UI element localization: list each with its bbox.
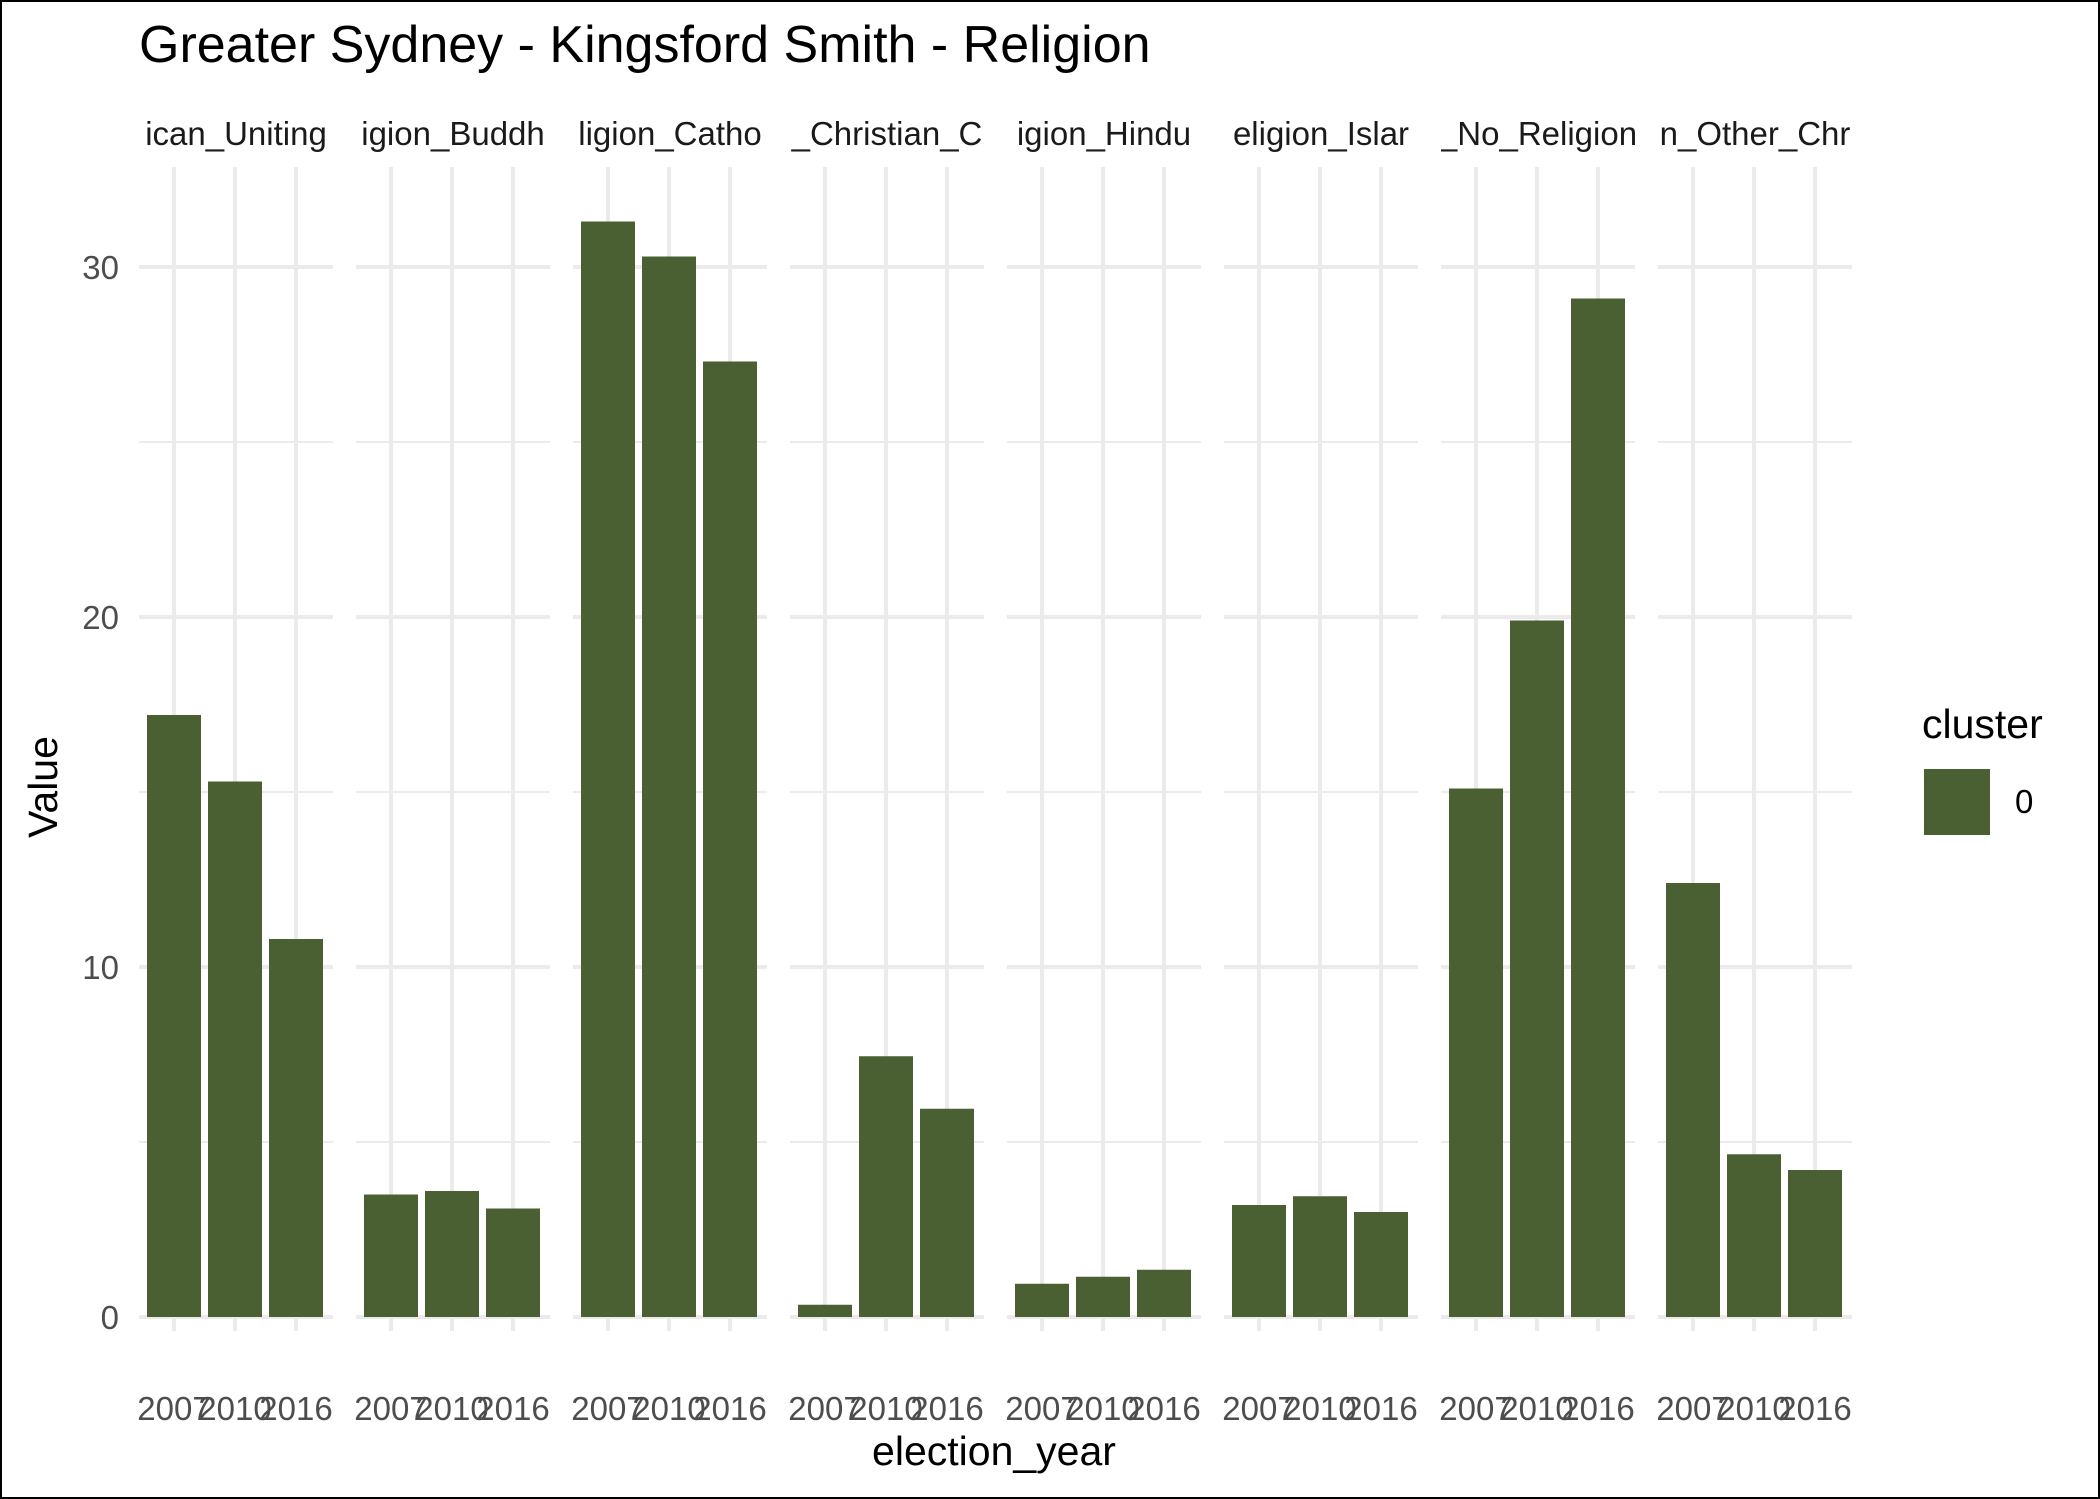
bar bbox=[581, 221, 635, 1317]
x-tick-label: 2010 bbox=[1283, 1390, 1356, 1427]
bar bbox=[1232, 1205, 1286, 1317]
x-tick-label: 2016 bbox=[1344, 1390, 1417, 1427]
bar bbox=[1571, 298, 1625, 1317]
y-tick-label: 30 bbox=[82, 249, 119, 286]
x-tick-label: 2016 bbox=[1561, 1390, 1634, 1427]
x-tick-label: 2007 bbox=[1222, 1390, 1295, 1427]
y-tick-label: 10 bbox=[82, 949, 119, 986]
bar bbox=[486, 1208, 540, 1317]
x-tick-label: 2010 bbox=[1717, 1390, 1790, 1427]
x-axis-title: election_year bbox=[872, 1428, 1116, 1474]
bar bbox=[859, 1056, 913, 1317]
bar bbox=[703, 361, 757, 1317]
facet-strip-label: _Christian_C bbox=[791, 115, 983, 152]
x-tick-label: 2007 bbox=[1439, 1390, 1512, 1427]
bar bbox=[208, 781, 262, 1317]
x-tick-label: 2016 bbox=[693, 1390, 766, 1427]
facet-strip-label: ligion_Catho bbox=[578, 115, 761, 152]
x-tick-label: 2016 bbox=[910, 1390, 983, 1427]
facet-strip-label: ican_Uniting bbox=[145, 115, 327, 152]
bar bbox=[425, 1191, 479, 1317]
legend-key-swatch bbox=[1924, 769, 1990, 835]
chart-title: Greater Sydney - Kingsford Smith - Relig… bbox=[139, 16, 1151, 74]
bar bbox=[364, 1194, 418, 1317]
x-tick-label: 2007 bbox=[571, 1390, 644, 1427]
bar bbox=[147, 715, 201, 1317]
y-tick-label: 20 bbox=[82, 599, 119, 636]
legend-key-label: 0 bbox=[2015, 783, 2033, 820]
bar bbox=[920, 1108, 974, 1317]
x-tick-label: 2007 bbox=[788, 1390, 861, 1427]
x-tick-label: 2010 bbox=[198, 1390, 271, 1427]
x-tick-label: 2010 bbox=[632, 1390, 705, 1427]
x-tick-label: 2007 bbox=[1005, 1390, 1078, 1427]
bar bbox=[1727, 1154, 1781, 1317]
bar bbox=[1510, 620, 1564, 1317]
x-tick-label: 2016 bbox=[1778, 1390, 1851, 1427]
x-tick-label: 2007 bbox=[137, 1390, 210, 1427]
x-tick-label: 2007 bbox=[354, 1390, 427, 1427]
facet-panels: ican_Uniting200720102016igion_Buddh20072… bbox=[137, 115, 1852, 1427]
facet-strip-label: igion_Buddh bbox=[361, 115, 545, 152]
x-tick-label: 2010 bbox=[415, 1390, 488, 1427]
legend: cluster 0 bbox=[1922, 701, 2043, 835]
bar bbox=[1354, 1212, 1408, 1317]
x-tick-label: 2016 bbox=[259, 1390, 332, 1427]
x-tick-label: 2010 bbox=[1066, 1390, 1139, 1427]
x-tick-label: 2010 bbox=[849, 1390, 922, 1427]
legend-title: cluster bbox=[1922, 701, 2043, 747]
x-tick-label: 2007 bbox=[1656, 1390, 1729, 1427]
bar bbox=[269, 939, 323, 1317]
y-axis-ticks: 0 10 20 30 bbox=[82, 249, 119, 1336]
y-tick-label: 0 bbox=[101, 1299, 119, 1336]
bar bbox=[798, 1304, 852, 1317]
bar bbox=[1788, 1170, 1842, 1317]
bar bbox=[1015, 1283, 1069, 1317]
facet-strip-label: eligion_Islar bbox=[1233, 115, 1409, 152]
x-tick-label: 2016 bbox=[1127, 1390, 1200, 1427]
facet-strip-label: igion_Hindu bbox=[1017, 115, 1191, 152]
bar bbox=[642, 256, 696, 1317]
facet-strip-label: _No_Religion bbox=[1438, 115, 1637, 152]
bar bbox=[1449, 788, 1503, 1317]
bar bbox=[1137, 1269, 1191, 1317]
facet-strip-label: n_Other_Chr bbox=[1660, 115, 1851, 152]
y-axis-title: Value bbox=[20, 736, 66, 838]
x-tick-label: 2010 bbox=[1500, 1390, 1573, 1427]
bar bbox=[1293, 1196, 1347, 1317]
bar bbox=[1666, 883, 1720, 1317]
x-tick-label: 2016 bbox=[476, 1390, 549, 1427]
bar bbox=[1076, 1276, 1130, 1317]
